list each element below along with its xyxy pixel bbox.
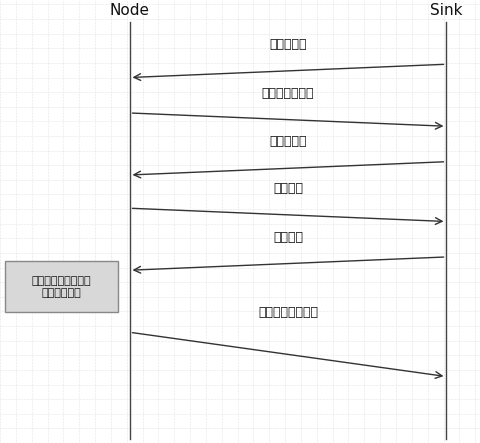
Text: 申请节点配置帧: 申请节点配置帧	[262, 87, 314, 100]
Text: 计算发送时隙，等待
直至发送时刻: 计算发送时隙，等待 直至发送时刻	[31, 276, 91, 298]
Text: Sink: Sink	[430, 3, 463, 18]
Text: 校准时间: 校准时间	[273, 231, 303, 244]
Text: 本地时间: 本地时间	[273, 182, 303, 195]
Text: Node: Node	[109, 3, 150, 18]
Text: 周期汇报温度信息: 周期汇报温度信息	[258, 306, 318, 319]
Text: 节点配置帧: 节点配置帧	[269, 136, 307, 148]
Text: 空闲信号帧: 空闲信号帧	[269, 38, 307, 51]
Bar	[5, 261, 118, 312]
